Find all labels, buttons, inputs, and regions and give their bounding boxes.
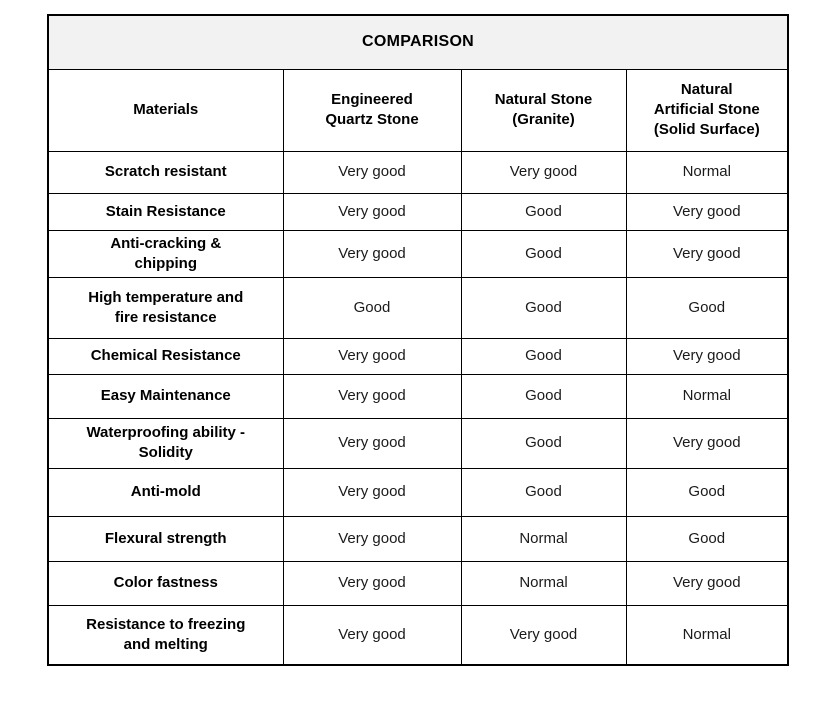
cell-value: Very good xyxy=(282,337,462,375)
cell-value: Good xyxy=(625,467,789,517)
cell-value: Very good xyxy=(282,467,462,517)
cell-value: Very good xyxy=(625,417,789,469)
cell-value: Normal xyxy=(460,515,627,562)
cell-value: Normal xyxy=(625,150,789,194)
table-row: Stain Resistance Very good Good Very goo… xyxy=(47,192,789,231)
cell-value: Very good xyxy=(282,417,462,469)
row-label: Flexural strength xyxy=(47,515,284,562)
cell-value: Very good xyxy=(625,560,789,606)
cell-value: Very good xyxy=(460,604,627,666)
cell-value: Good xyxy=(460,373,627,419)
cell-value: Good xyxy=(460,337,627,375)
table-row: Chemical Resistance Very good Good Very … xyxy=(47,337,789,375)
table-row: Color fastness Very good Normal Very goo… xyxy=(47,560,789,606)
cell-value: Good xyxy=(460,276,627,339)
table-row: Easy Maintenance Very good Good Normal xyxy=(47,373,789,419)
cell-value: Good xyxy=(460,229,627,278)
cell-value: Good xyxy=(460,467,627,517)
comparison-table: COMPARISON Materials Engineered Quartz S… xyxy=(47,14,790,666)
col-header-materials: Materials xyxy=(47,68,284,152)
cell-value: Normal xyxy=(625,373,789,419)
row-label: Anti-cracking & chipping xyxy=(47,229,284,278)
cell-value: Very good xyxy=(282,150,462,194)
cell-value: Good xyxy=(625,515,789,562)
table-title-row: COMPARISON xyxy=(47,14,789,70)
table-row: Scratch resistant Very good Very good No… xyxy=(47,150,789,194)
cell-value: Good xyxy=(460,192,627,231)
row-label: Stain Resistance xyxy=(47,192,284,231)
cell-value: Very good xyxy=(625,229,789,278)
cell-value: Very good xyxy=(282,373,462,419)
row-label: Waterproofing ability - Solidity xyxy=(47,417,284,469)
row-label: Scratch resistant xyxy=(47,150,284,194)
table-row: Waterproofing ability - Solidity Very go… xyxy=(47,417,789,469)
cell-value: Very good xyxy=(282,604,462,666)
row-label: Color fastness xyxy=(47,560,284,606)
cell-value: Very good xyxy=(625,192,789,231)
column-header-row: Materials Engineered Quartz Stone Natura… xyxy=(47,68,789,152)
table-row: High temperature and fire resistance Goo… xyxy=(47,276,789,339)
table-title: COMPARISON xyxy=(47,14,789,70)
cell-value: Very good xyxy=(282,192,462,231)
cell-value: Normal xyxy=(460,560,627,606)
cell-value: Good xyxy=(282,276,462,339)
cell-value: Very good xyxy=(460,150,627,194)
row-label: High temperature and fire resistance xyxy=(47,276,284,339)
cell-value: Very good xyxy=(625,337,789,375)
col-header-natural-stone-granite: Natural Stone (Granite) xyxy=(460,68,627,152)
cell-value: Normal xyxy=(625,604,789,666)
table-row: Anti-mold Very good Good Good xyxy=(47,467,789,517)
table-row: Resistance to freezing and melting Very … xyxy=(47,604,789,666)
cell-value: Very good xyxy=(282,560,462,606)
col-header-natural-artificial-stone: Natural Artificial Stone (Solid Surface) xyxy=(625,68,789,152)
row-label: Anti-mold xyxy=(47,467,284,517)
table-row: Anti-cracking & chipping Very good Good … xyxy=(47,229,789,278)
row-label: Chemical Resistance xyxy=(47,337,284,375)
table-row: Flexural strength Very good Normal Good xyxy=(47,515,789,562)
cell-value: Very good xyxy=(282,515,462,562)
cell-value: Very good xyxy=(282,229,462,278)
row-label: Easy Maintenance xyxy=(47,373,284,419)
cell-value: Good xyxy=(625,276,789,339)
cell-value: Good xyxy=(460,417,627,469)
col-header-engineered-quartz-stone: Engineered Quartz Stone xyxy=(282,68,462,152)
row-label: Resistance to freezing and melting xyxy=(47,604,284,666)
